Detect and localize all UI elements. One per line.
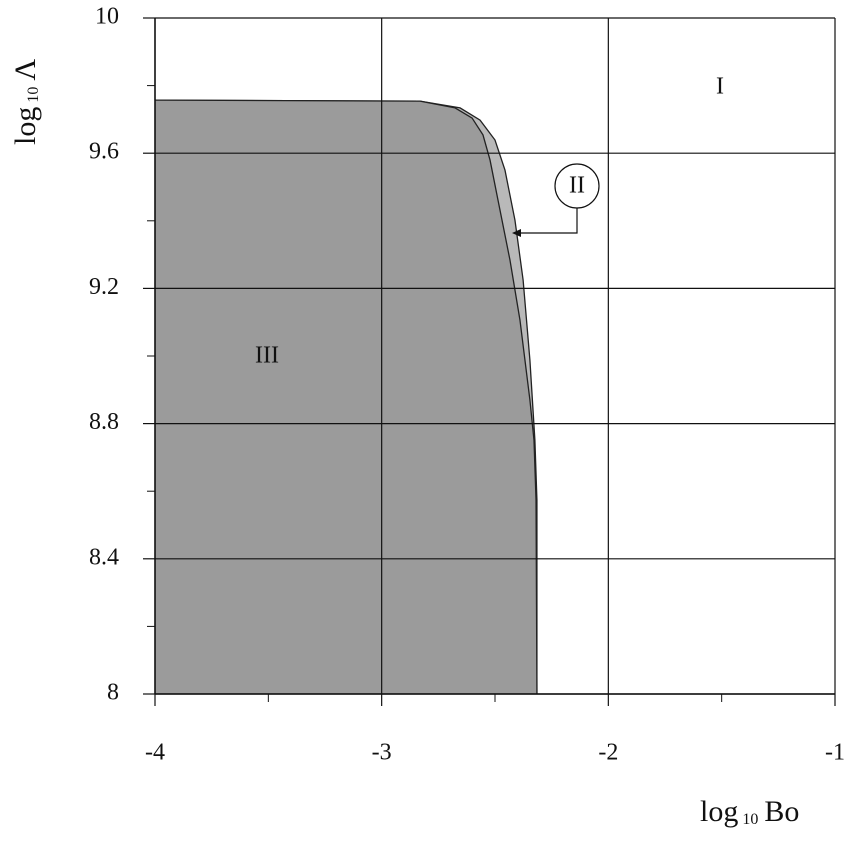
y-tick-label: 8	[107, 680, 119, 706]
x-axis-label: log 10 Bo	[700, 795, 799, 828]
region-boundary	[154, 99, 538, 694]
x-tick-label: -3	[372, 740, 392, 766]
annotation-leader	[518, 208, 578, 234]
y-tick-label: 8.4	[89, 544, 119, 570]
region-boundary	[154, 99, 538, 695]
y-tick-label: 10	[95, 4, 119, 30]
x-tick-label: -2	[598, 740, 618, 766]
region-label: III	[255, 343, 279, 369]
region-label: I	[716, 74, 724, 100]
x-label-sub: 10	[742, 811, 758, 828]
y-axis-label: log 10 Λ	[9, 59, 42, 145]
y-tick-label: 9.6	[89, 139, 119, 165]
y-label-base: log	[9, 107, 42, 145]
y-label-sub: 10	[25, 87, 42, 103]
annotation-arrow	[512, 229, 521, 237]
y-tick-label: 8.8	[89, 409, 119, 435]
x-label-base: log	[700, 795, 738, 828]
x-label-var: Bo	[764, 795, 799, 828]
region-label: II	[569, 173, 585, 199]
region-area	[155, 100, 537, 694]
y-tick-label: 9.2	[89, 274, 119, 300]
x-tick-label: -4	[145, 740, 165, 766]
y-label-var: Λ	[9, 59, 42, 81]
x-tick-label: -1	[825, 740, 845, 766]
